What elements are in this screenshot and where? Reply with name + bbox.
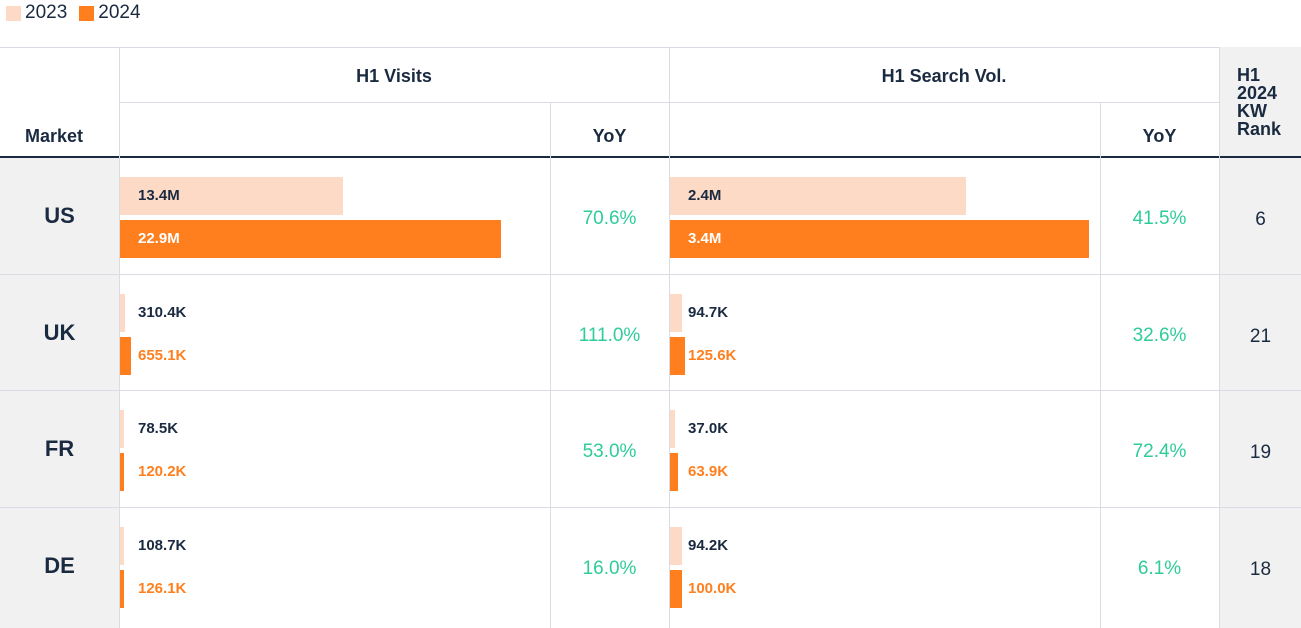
search-label-2023-fr: 37.0K: [688, 420, 729, 437]
search-yoy-uk: 32.6%: [1132, 325, 1187, 346]
search-bar-2023-de: [670, 527, 682, 565]
legend: 2023 2024: [6, 2, 153, 24]
vline-rank: [1219, 47, 1220, 628]
kw-rank-de: 18: [1249, 559, 1272, 580]
visits-bar-2024-de: [120, 570, 124, 608]
legend-item-2023: 2023: [6, 2, 67, 24]
search-bar-2024-uk: [670, 337, 685, 375]
search-label-2024-us: 3.4M: [688, 230, 722, 247]
visits-yoy-uk: 111.0%: [578, 325, 641, 346]
header-market: Market: [25, 126, 84, 146]
search-label-2023-de: 94.2K: [688, 537, 729, 554]
visits-bar-2023-uk: [120, 294, 125, 332]
visits-bar-2024-uk: [120, 337, 131, 375]
vline-search-yoy: [1100, 102, 1101, 628]
visits-label-2023-uk: 310.4K: [138, 304, 187, 321]
visits-bar-2024-us: [120, 220, 501, 258]
search-label-2024-uk: 125.6K: [688, 347, 737, 364]
legend-label-2024: 2024: [98, 2, 141, 23]
kw-rank-us: 6: [1255, 209, 1266, 230]
vline-market: [119, 47, 120, 628]
rank-column-bg: [1220, 47, 1301, 628]
row-line-2: [0, 390, 1301, 391]
search-label-2023-us: 2.4M: [688, 187, 722, 204]
search-yoy-fr: 72.4%: [1132, 441, 1187, 462]
visits-yoy-de: 16.0%: [582, 558, 637, 579]
header-search-yoy: YoY: [1142, 126, 1177, 146]
header-rank-line-4: Rank: [1237, 119, 1282, 139]
header-search: H1 Search Vol.: [881, 66, 1007, 86]
search-yoy-de: 6.1%: [1137, 558, 1182, 579]
visits-label-2024-fr: 120.2K: [138, 463, 187, 480]
market-us: US: [44, 203, 75, 228]
search-bar-2023-us: [670, 177, 966, 215]
search-label-2023-uk: 94.7K: [688, 304, 729, 321]
header-top-line: [0, 47, 1220, 48]
header-bottom-line: [0, 156, 1301, 158]
visits-yoy-fr: 53.0%: [582, 441, 637, 462]
visits-label-2023-us: 13.4M: [138, 187, 180, 204]
row-line-1: [0, 274, 1301, 275]
kw-rank-uk: 21: [1249, 326, 1272, 347]
market-de: DE: [44, 553, 75, 578]
visits-label-2024-de: 126.1K: [138, 580, 187, 597]
header-rank-line-3: KW: [1237, 101, 1267, 121]
market-fr: FR: [44, 436, 75, 461]
search-label-2024-fr: 63.9K: [688, 463, 729, 480]
search-bar-2023-uk: [670, 294, 682, 332]
visits-bar-2023-fr: [120, 410, 124, 448]
header-rank: H1 2024 KW Rank: [1237, 66, 1281, 138]
visits-label-2023-fr: 78.5K: [138, 420, 179, 437]
visits-yoy-us: 70.6%: [582, 208, 637, 229]
legend-swatch-2023: [6, 5, 21, 21]
visits-label-2023-de: 108.7K: [138, 537, 187, 554]
legend-item-2024: 2024: [79, 2, 141, 24]
visits-label-2024-us: 22.9M: [138, 230, 180, 247]
legend-swatch-2024: [79, 5, 95, 21]
search-yoy-us: 41.5%: [1132, 208, 1187, 229]
header-rank-line-2: 2024: [1237, 83, 1278, 103]
visits-bar-2023-de: [120, 527, 124, 565]
row-line-3: [0, 507, 1301, 508]
vline-search: [669, 47, 670, 628]
visits-bar-2023-us: [120, 177, 343, 215]
vline-visits-yoy: [550, 102, 551, 628]
header-visits-yoy: YoY: [592, 126, 627, 146]
search-bar-2023-fr: [670, 410, 675, 448]
search-bar-2024-de: [670, 570, 682, 608]
search-bar-2024-fr: [670, 453, 678, 491]
market-column-bg: [0, 158, 119, 628]
market-uk: UK: [43, 320, 76, 345]
search-label-2024-de: 100.0K: [688, 580, 737, 597]
search-bar-2024-us: [670, 220, 1089, 258]
header-visits: H1 Visits: [356, 66, 432, 86]
legend-label-2023: 2023: [25, 2, 68, 23]
kw-rank-fr: 19: [1249, 442, 1272, 463]
visits-label-2024-uk: 655.1K: [138, 347, 187, 364]
visits-bar-2024-fr: [120, 453, 124, 491]
header-rank-line-1: H1: [1237, 65, 1261, 85]
